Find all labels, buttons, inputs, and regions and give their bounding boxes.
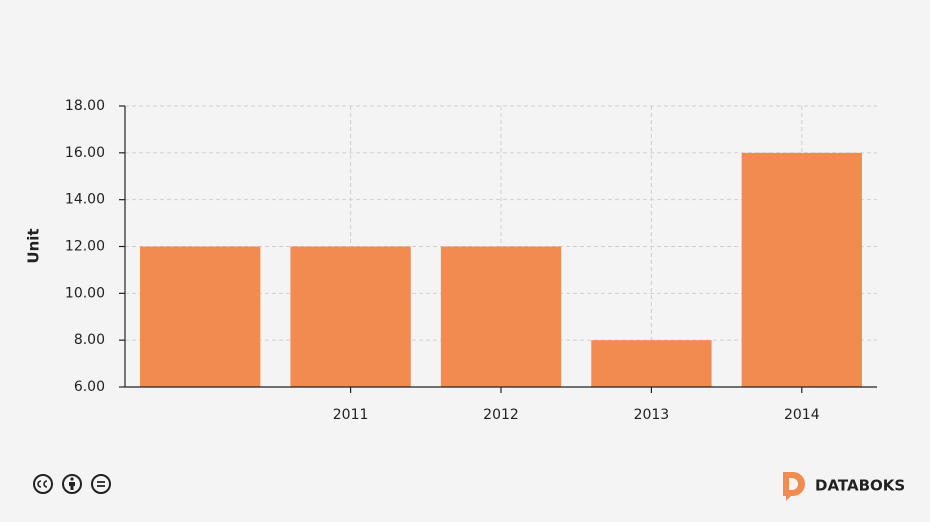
bar bbox=[591, 340, 712, 387]
bar bbox=[741, 152, 862, 387]
brand-logo bbox=[783, 472, 805, 501]
license-icons bbox=[33, 474, 111, 494]
x-tick-label: 2013 bbox=[634, 407, 670, 423]
brand-name: DATABOKS bbox=[815, 477, 905, 495]
y-axis-label: Unit bbox=[25, 228, 43, 263]
y-tick-label: 18.00 bbox=[65, 98, 105, 114]
y-tick-label: 16.00 bbox=[65, 145, 105, 161]
bar bbox=[140, 246, 261, 387]
bar bbox=[290, 246, 411, 387]
x-tick-label: 2014 bbox=[784, 407, 820, 423]
x-tick-label: 2012 bbox=[483, 407, 519, 423]
bar bbox=[440, 246, 562, 387]
y-tick-label: 10.00 bbox=[65, 285, 105, 301]
y-tick-label: 12.00 bbox=[65, 239, 105, 255]
x-tick-label: 2011 bbox=[333, 407, 369, 423]
y-tick-label: 8.00 bbox=[74, 332, 105, 348]
y-tick-label: 6.00 bbox=[74, 379, 105, 395]
y-tick-label: 14.00 bbox=[65, 192, 105, 208]
